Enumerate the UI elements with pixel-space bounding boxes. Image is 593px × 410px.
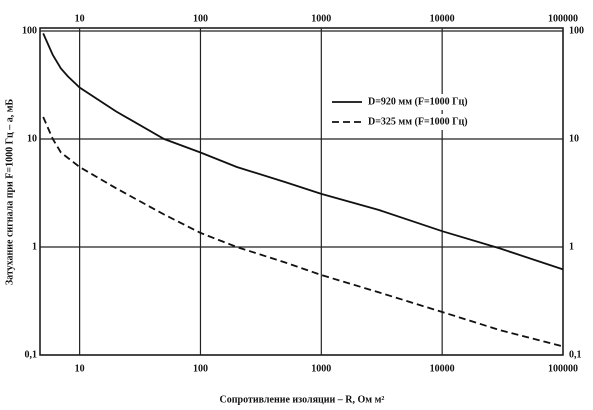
y-tick-label-right: 100 xyxy=(569,25,584,36)
x-tick-label-top: 100000 xyxy=(548,13,578,24)
legend-bg xyxy=(328,114,488,130)
x-tick-label-top: 100 xyxy=(193,13,208,24)
legend-label: D=325 мм (F=1000 Гц) xyxy=(368,116,468,127)
y-tick-label-right: 10 xyxy=(569,133,579,144)
y-tick-label: 0,1 xyxy=(25,349,38,360)
legend-label: D=920 мм (F=1000 Гц) xyxy=(368,96,468,107)
y-tick-label-right: 0,1 xyxy=(569,349,582,360)
x-tick-label-top: 10 xyxy=(75,13,85,24)
y-tick-label-right: 1 xyxy=(569,241,574,252)
plot-frame xyxy=(39,27,564,356)
y-tick-label: 100 xyxy=(22,25,37,36)
x-tick-label: 100 xyxy=(193,363,208,374)
legend-bg xyxy=(328,94,488,110)
x-tick-label: 1000 xyxy=(311,363,331,374)
x-tick-label-top: 1000 xyxy=(311,13,331,24)
x-tick-label-top: 10000 xyxy=(430,13,455,24)
x-tick-label: 100000 xyxy=(548,363,578,374)
y-tick-label: 1 xyxy=(32,241,37,252)
x-tick-label: 10 xyxy=(75,363,85,374)
x-axis-label: Сопротивление изоляции – R, Ом м² xyxy=(220,394,385,405)
y-axis-label: Затухание сигнала при F=1000 Гц – a, мБ xyxy=(4,98,15,285)
x-tick-label: 10000 xyxy=(430,363,455,374)
y-tick-label: 10 xyxy=(27,133,37,144)
series-line xyxy=(42,33,564,271)
series-line xyxy=(42,116,564,348)
